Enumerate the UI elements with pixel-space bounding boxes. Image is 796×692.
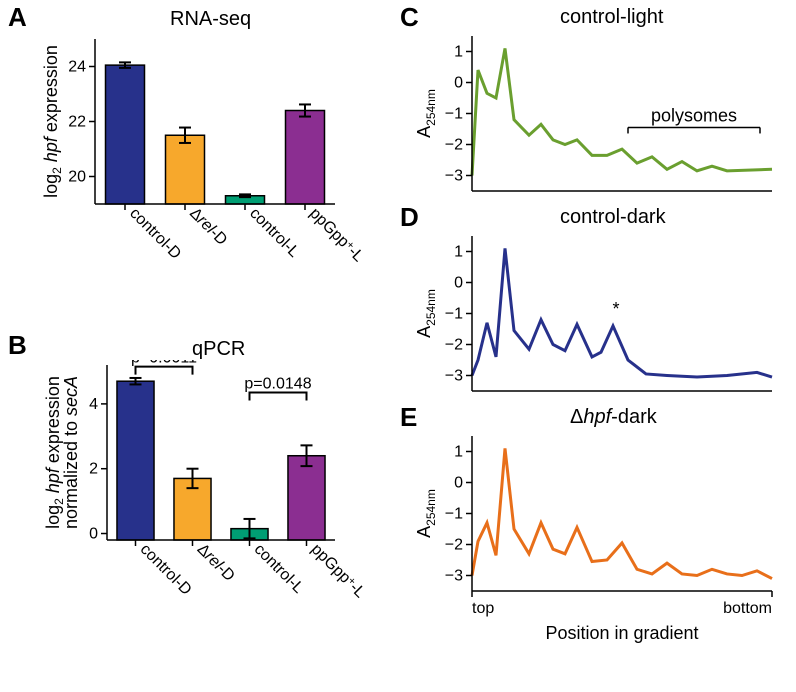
panel-c-chart: −3 −2 −1 0 1 A254nm polysomes — [410, 28, 790, 208]
svg-text:A254nm: A254nm — [414, 489, 438, 538]
svg-text:Position in gradient: Position in gradient — [545, 623, 698, 643]
svg-text:0: 0 — [454, 75, 463, 92]
svg-text:1: 1 — [454, 44, 463, 61]
svg-text:p=0.0148: p=0.0148 — [244, 376, 311, 393]
svg-text:0: 0 — [454, 275, 463, 292]
svg-text:polysomes: polysomes — [651, 105, 737, 125]
panel-d-title: control-dark — [560, 206, 666, 229]
svg-text:22: 22 — [68, 114, 86, 131]
svg-text:log2 hpf expression: log2 hpf expression — [41, 45, 64, 198]
svg-text:control-L: control-L — [251, 541, 307, 597]
svg-text:−2: −2 — [445, 337, 463, 354]
svg-text:−1: −1 — [445, 306, 463, 323]
svg-text:control-D: control-D — [137, 541, 195, 599]
svg-text:−1: −1 — [445, 106, 463, 123]
panel-a-title: RNA-seq — [170, 8, 251, 31]
panel-d-chart: −3 −2 −1 0 1 A254nm * — [410, 228, 790, 408]
svg-text:2: 2 — [89, 461, 98, 478]
svg-text:bottom: bottom — [723, 600, 772, 617]
svg-text:4: 4 — [89, 396, 98, 413]
svg-text:0: 0 — [89, 526, 98, 543]
svg-text:control-D: control-D — [126, 205, 184, 263]
svg-text:−2: −2 — [445, 537, 463, 554]
panel-c-title: control-light — [560, 6, 663, 29]
svg-text:ppGpp+-L: ppGpp+-L — [308, 541, 365, 602]
svg-text:−3: −3 — [445, 568, 463, 585]
svg-text:0: 0 — [454, 475, 463, 492]
panel-b-chart: 024control-DΔrel-Dcontrol-LppGpp+-Llog2 … — [35, 360, 365, 680]
panel-b-title: qPCR — [192, 338, 245, 361]
svg-text:top: top — [472, 600, 494, 617]
svg-text:1: 1 — [454, 444, 463, 461]
svg-text:−3: −3 — [445, 368, 463, 385]
svg-text:Δrel-D: Δrel-D — [194, 541, 238, 585]
svg-text:1: 1 — [454, 244, 463, 261]
svg-text:A254nm: A254nm — [414, 289, 438, 338]
svg-text:24: 24 — [68, 59, 86, 76]
panel-e-title: Δhpf-dark — [570, 406, 657, 429]
svg-text:−1: −1 — [445, 506, 463, 523]
svg-text:normalized to secA: normalized to secA — [61, 376, 81, 529]
panel-a-chart: 20 22 24 control-DΔrel-D control-LppGpp+-L lo… — [35, 34, 365, 314]
svg-text:ppGpp+-L: ppGpp+-L — [306, 205, 365, 266]
svg-text:20: 20 — [68, 169, 86, 186]
svg-text:−3: −3 — [445, 168, 463, 185]
svg-text:A254nm: A254nm — [414, 89, 438, 138]
panel-a-label: A — [8, 2, 27, 33]
svg-text:−2: −2 — [445, 137, 463, 154]
panel-e-chart: −3 −2 −1 0 1 A254nm top bottom Position in gradi… — [410, 428, 790, 668]
svg-text:control-L: control-L — [246, 205, 302, 261]
svg-text:*: * — [612, 299, 619, 319]
svg-text:p=0.0011: p=0.0011 — [131, 360, 197, 367]
panel-b-label: B — [8, 330, 27, 361]
svg-text:Δrel-D: Δrel-D — [186, 205, 230, 249]
